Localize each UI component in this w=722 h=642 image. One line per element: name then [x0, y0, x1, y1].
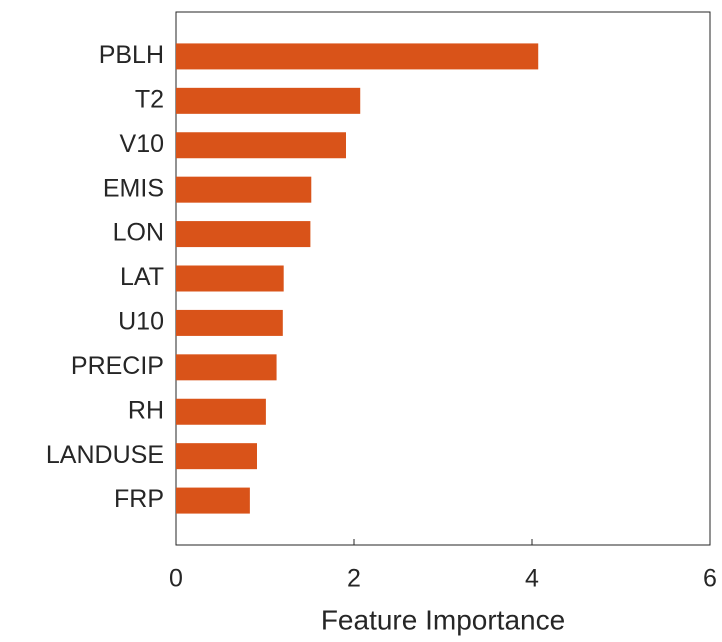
- y-tick-label: LANDUSE: [46, 441, 164, 469]
- x-axis-title: Feature Importance: [321, 604, 565, 635]
- y-tick-label: RH: [128, 396, 164, 424]
- bar: [176, 176, 312, 203]
- bar: [176, 354, 277, 381]
- bar: [176, 265, 284, 292]
- bar: [176, 443, 257, 470]
- x-tick-label: 0: [169, 565, 183, 593]
- bar: [176, 87, 361, 114]
- x-tick-label: 2: [347, 565, 361, 593]
- y-tick-label: LAT: [120, 263, 164, 291]
- y-tick-label: PBLH: [99, 41, 164, 69]
- x-tick-label: 4: [525, 565, 539, 593]
- bar: [176, 221, 311, 248]
- bar: [176, 43, 539, 70]
- bar: [176, 487, 250, 514]
- y-tick-label: FRP: [114, 485, 164, 513]
- y-tick-label: EMIS: [103, 174, 164, 202]
- y-tick-label: LON: [113, 219, 164, 247]
- y-tick-label: U10: [118, 308, 164, 336]
- x-tick-label: 6: [703, 565, 717, 593]
- y-tick-label: V10: [120, 130, 164, 158]
- bar: [176, 398, 266, 425]
- y-tick-label: T2: [135, 85, 164, 113]
- bar: [176, 132, 346, 159]
- bar: [176, 309, 283, 336]
- y-tick-label: PRECIP: [71, 352, 164, 380]
